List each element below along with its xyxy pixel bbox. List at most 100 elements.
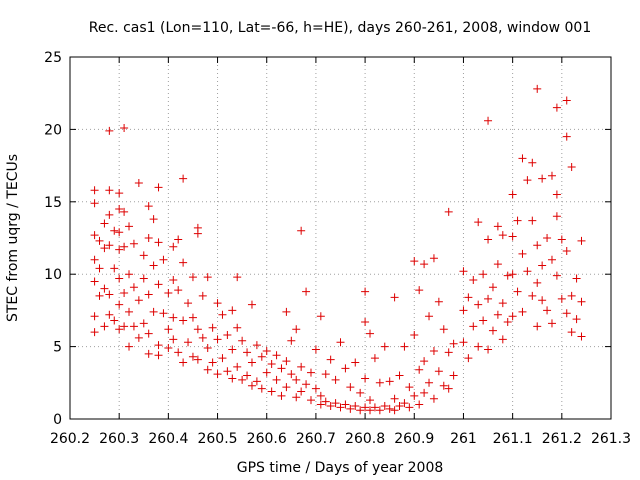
data-point — [193, 229, 202, 238]
data-point — [405, 403, 414, 412]
data-point — [144, 234, 153, 242]
data-point — [159, 309, 168, 318]
data-point — [410, 331, 419, 340]
data-point — [198, 291, 207, 300]
data-point — [459, 267, 468, 276]
y-tick-label: 10 — [44, 267, 62, 283]
data-point — [159, 255, 168, 264]
data-point — [149, 261, 158, 270]
data-point — [351, 401, 360, 410]
data-point — [154, 183, 163, 192]
x-tick-label: 261.3 — [591, 431, 631, 447]
data-point — [425, 378, 434, 387]
data-point — [213, 299, 222, 308]
data-point — [316, 312, 325, 321]
data-point — [262, 368, 271, 377]
data-point — [390, 406, 399, 415]
y-axis-label: STEC from uqrg / TECUs — [5, 154, 21, 322]
data-point — [144, 290, 153, 299]
data-point — [223, 367, 232, 376]
data-point — [321, 397, 330, 406]
data-point — [552, 212, 561, 221]
data-point — [533, 84, 542, 93]
data-point — [547, 319, 556, 328]
data-point — [547, 171, 556, 180]
data-point — [366, 396, 375, 405]
data-point — [474, 342, 483, 351]
data-point — [282, 307, 291, 316]
x-tick-label: 260.9 — [394, 431, 434, 447]
data-point — [508, 312, 517, 321]
data-point — [120, 123, 129, 132]
data-point — [361, 374, 370, 383]
plot-frame — [69, 56, 612, 420]
data-point — [105, 186, 114, 195]
data-point — [420, 388, 429, 397]
data-point — [528, 158, 537, 167]
y-tick-label: 0 — [53, 412, 62, 428]
data-point — [233, 323, 242, 332]
data-point — [297, 387, 306, 396]
data-point — [469, 322, 478, 331]
data-point — [543, 234, 552, 242]
x-axis-label: GPS time / Days of year 2008 — [237, 460, 444, 476]
data-point — [331, 375, 340, 384]
data-point — [375, 406, 384, 415]
data-point — [203, 365, 212, 374]
data-point — [302, 287, 311, 296]
data-point — [267, 387, 276, 396]
data-point — [405, 383, 414, 392]
x-tick-label: 260.3 — [99, 431, 139, 447]
data-point — [125, 342, 134, 351]
data-point — [341, 364, 350, 373]
data-point — [213, 370, 222, 379]
data-point — [247, 300, 256, 309]
data-point — [385, 377, 394, 386]
data-point — [188, 313, 197, 322]
data-point — [533, 241, 542, 250]
data-point — [154, 238, 163, 247]
data-point — [208, 323, 217, 332]
data-point — [90, 328, 99, 337]
data-point — [95, 264, 104, 273]
data-point — [464, 354, 473, 363]
data-point — [179, 358, 188, 367]
data-point — [262, 346, 271, 355]
data-point — [326, 401, 335, 410]
data-point — [105, 126, 114, 135]
data-point — [484, 345, 493, 354]
data-point — [228, 374, 237, 383]
data-point — [474, 300, 483, 309]
data-point — [346, 383, 355, 392]
data-point — [233, 273, 242, 282]
data-point — [188, 273, 197, 282]
data-point — [243, 348, 252, 357]
data-point — [282, 383, 291, 392]
data-point — [370, 403, 379, 412]
data-point — [120, 322, 129, 331]
data-point — [567, 291, 576, 300]
data-point — [144, 329, 153, 338]
data-point — [577, 332, 586, 341]
data-point — [110, 264, 119, 273]
data-point — [184, 299, 193, 308]
x-tick-label: 260.2 — [50, 431, 90, 447]
data-point — [336, 338, 345, 347]
data-point — [562, 247, 571, 256]
data-point — [390, 293, 399, 302]
data-point — [321, 370, 330, 379]
data-point — [543, 306, 552, 315]
data-point — [120, 207, 129, 216]
data-point — [557, 294, 566, 303]
data-point — [459, 306, 468, 315]
data-point — [100, 284, 109, 293]
data-point — [311, 345, 320, 354]
data-point — [400, 399, 409, 408]
data-point — [375, 378, 384, 387]
data-point — [174, 235, 183, 244]
data-point — [366, 329, 375, 338]
data-point — [518, 307, 527, 316]
data-point — [164, 289, 173, 298]
data-point — [420, 357, 429, 366]
